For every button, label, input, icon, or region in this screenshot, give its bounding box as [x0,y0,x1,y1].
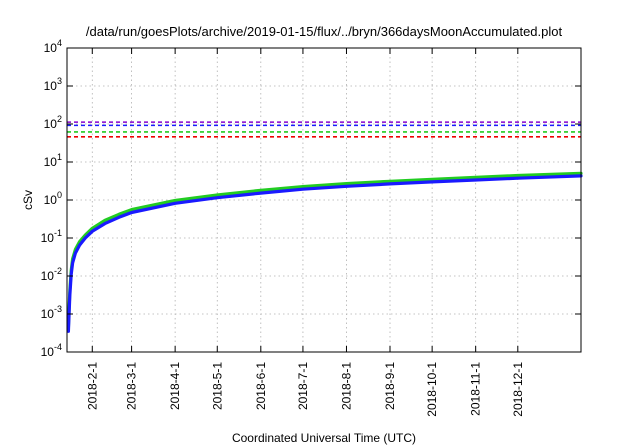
axis-ticks: 10-4 10-3 10-2 10-1 100 101 102 103 104 2018-2-1 2… [41,38,581,417]
y-tick-label: 100 [44,190,62,207]
x-tick-label: 2018-12-1 [511,362,525,417]
y-tick-label: 10-3 [41,304,62,321]
y-tick-label: 103 [44,76,62,93]
x-axis-label: Coordinated Universal Time (UTC) [232,431,416,445]
series-lines [66,171,583,333]
x-tick-label: 2018-3-1 [125,362,139,410]
y-tick-label: 10-2 [41,266,62,283]
y-tick-label: 10-1 [41,228,62,245]
x-tick-label: 2018-5-1 [210,362,224,410]
x-tick-label: 2018-8-1 [339,362,353,410]
series-line-green [66,171,583,329]
y-tick-label: 104 [44,38,62,55]
y-axis-label: cSv [21,190,35,210]
chart-title: /data/run/goesPlots/archive/2019-01-15/f… [86,24,563,39]
x-tick-label: 2018-10-1 [425,362,439,417]
x-tick-label: 2018-6-1 [254,362,268,410]
series-line-blue [66,174,583,333]
y-tick-label: 102 [44,114,62,131]
x-tick-label: 2018-4-1 [168,362,182,410]
x-tick-label: 2018-9-1 [383,362,397,410]
x-tick-label: 2018-11-1 [469,362,483,416]
x-tick-label: 2018-7-1 [296,362,310,410]
y-tick-label: 10-4 [41,342,62,359]
grid [67,48,581,352]
x-tick-label: 2018-2-1 [85,362,99,410]
reference-lines [67,121,581,138]
y-tick-label: 101 [44,152,62,169]
